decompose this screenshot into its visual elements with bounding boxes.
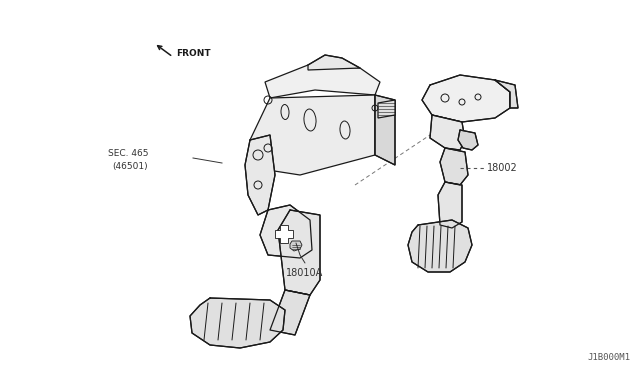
Polygon shape — [408, 220, 472, 272]
Text: 18002: 18002 — [487, 163, 518, 173]
Text: J1B000M1: J1B000M1 — [587, 353, 630, 362]
Polygon shape — [458, 130, 478, 150]
Polygon shape — [265, 65, 380, 98]
Polygon shape — [245, 135, 275, 215]
Polygon shape — [260, 205, 312, 258]
Text: SEC. 465
(46501): SEC. 465 (46501) — [108, 149, 148, 171]
Text: 18010A: 18010A — [286, 268, 324, 278]
Polygon shape — [190, 298, 285, 348]
Polygon shape — [250, 95, 375, 175]
Polygon shape — [278, 210, 320, 295]
Text: FRONT: FRONT — [176, 48, 211, 58]
Polygon shape — [438, 182, 462, 228]
Polygon shape — [270, 290, 310, 335]
Polygon shape — [422, 75, 510, 122]
Polygon shape — [495, 80, 518, 108]
Polygon shape — [290, 241, 302, 251]
Polygon shape — [375, 95, 395, 165]
Polygon shape — [275, 225, 293, 243]
Polygon shape — [378, 100, 395, 118]
Polygon shape — [308, 55, 360, 70]
Polygon shape — [430, 115, 465, 150]
Polygon shape — [440, 148, 468, 185]
